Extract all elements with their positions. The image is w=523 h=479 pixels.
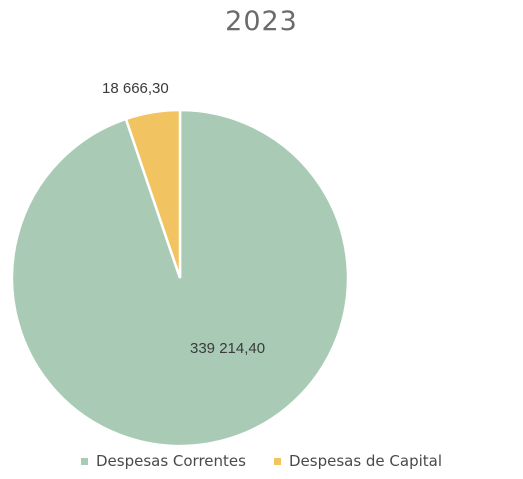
legend-swatch-despesas-de-capital — [273, 457, 281, 465]
legend-label-despesas-correntes: Despesas Correntes — [95, 452, 246, 470]
legend-item-despesas-de-capital: Despesas de Capital — [273, 452, 443, 470]
data-label-despesas-de-capital: 18 666,30 — [102, 80, 169, 97]
chart-legend: Despesas Correntes Despesas de Capital — [0, 452, 523, 470]
data-label-despesas-correntes: 339 214,40 — [190, 340, 266, 357]
legend-item-despesas-correntes: Despesas Correntes — [80, 452, 246, 470]
legend-swatch-despesas-correntes — [80, 457, 88, 465]
chart-title: 2023 — [225, 6, 298, 37]
pie-slice-despesas-de-capital — [124, 108, 182, 279]
legend-label-despesas-de-capital: Despesas de Capital — [288, 452, 443, 470]
